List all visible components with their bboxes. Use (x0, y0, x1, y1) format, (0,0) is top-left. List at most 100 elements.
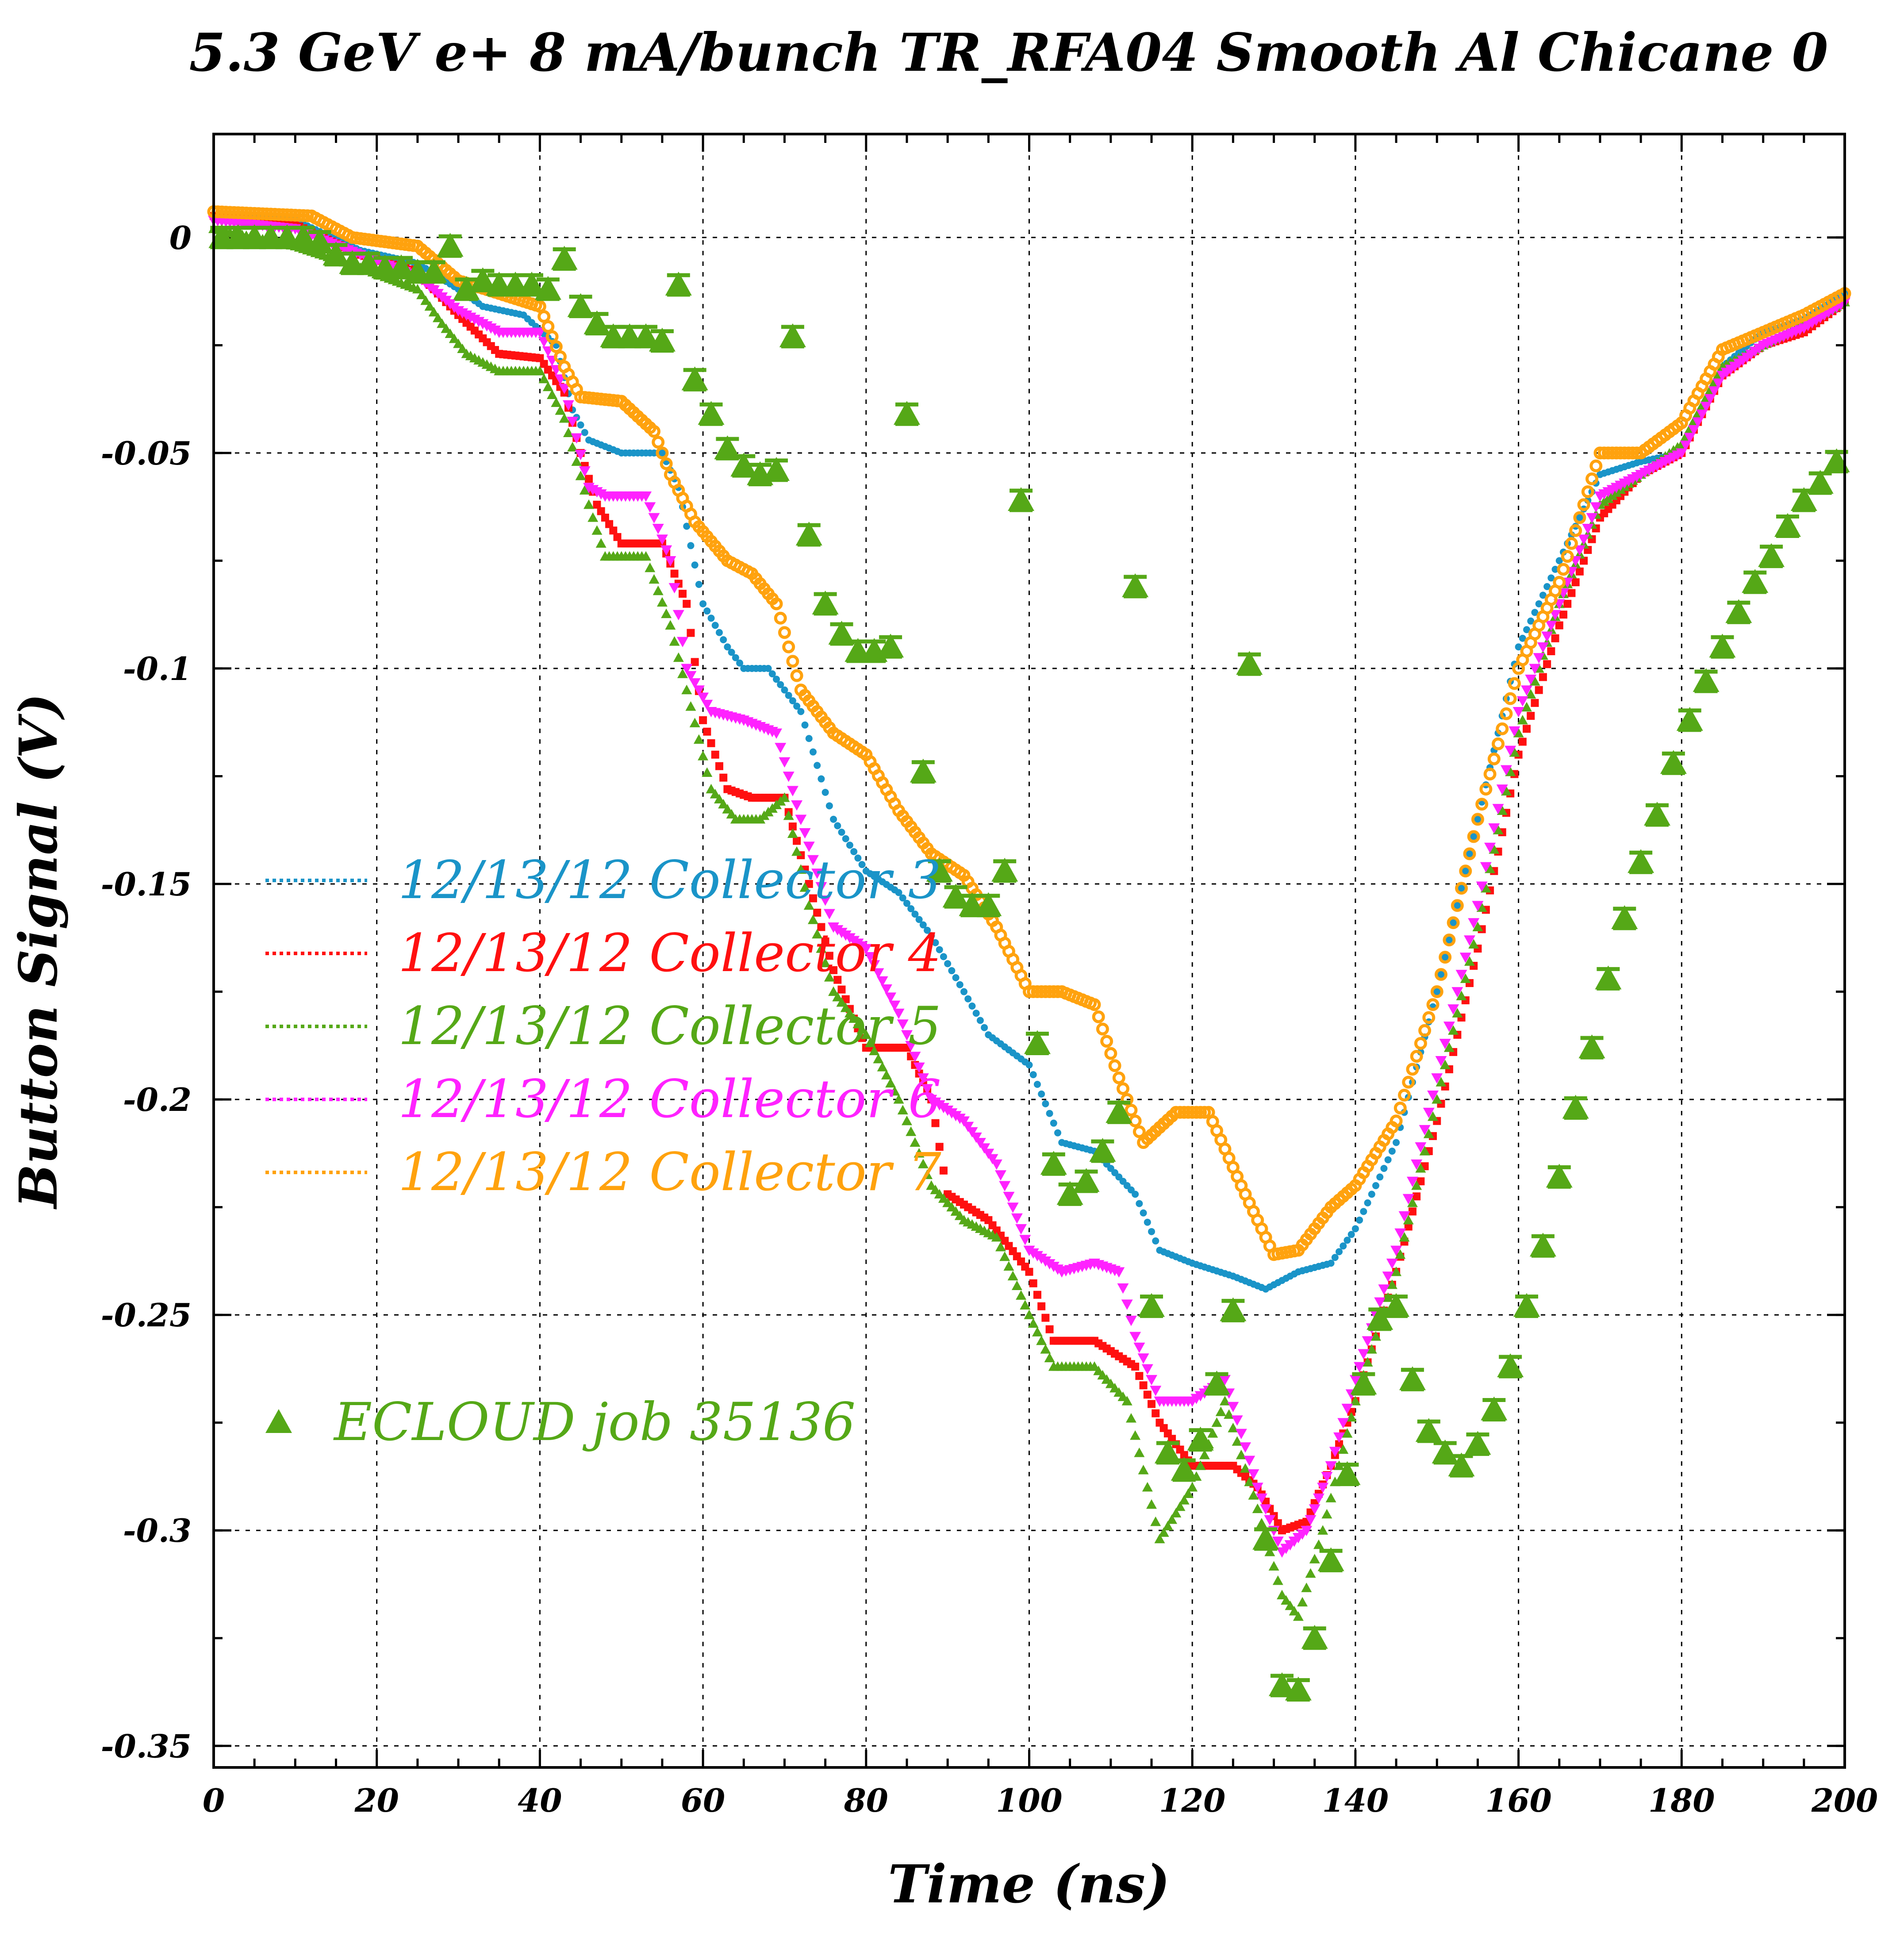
data-point (703, 607, 711, 615)
data-point (852, 1018, 864, 1029)
data-point (1415, 1418, 1442, 1442)
data-point (818, 775, 825, 783)
data-point (445, 328, 456, 338)
data-point (1411, 1159, 1423, 1170)
data-point (1340, 1242, 1347, 1250)
data-point (1386, 1279, 1397, 1289)
data-point (1464, 1431, 1491, 1455)
data-point (1422, 1011, 1436, 1024)
data-point (720, 636, 727, 643)
legend: 12/13/12 Collector 3 12/13/12 Collector 4… (265, 849, 941, 1452)
data-point (812, 929, 823, 939)
data-point (935, 1143, 944, 1151)
data-point (1130, 1430, 1141, 1440)
data-point (773, 676, 780, 683)
data-point (915, 916, 923, 923)
data-point (1054, 1129, 1062, 1137)
data-point (1132, 1125, 1146, 1138)
data-point (1317, 1483, 1329, 1493)
data-point (722, 804, 733, 814)
data-point (1576, 514, 1583, 521)
data-point (1125, 1315, 1137, 1326)
data-point (817, 923, 825, 931)
data-point (1367, 1306, 1393, 1330)
data-point (673, 652, 684, 662)
data-point (1406, 1176, 1418, 1187)
data-point (821, 789, 829, 796)
data-point (1383, 1293, 1410, 1317)
data-point (1390, 1245, 1402, 1256)
data-point (1219, 1395, 1230, 1406)
data-point (697, 692, 709, 703)
data-point (1011, 1280, 1022, 1290)
data-point (1255, 1493, 1267, 1504)
data-point (864, 952, 876, 963)
data-point (1380, 1164, 1388, 1172)
y-tick-label: 0 (169, 219, 192, 257)
data-point (805, 880, 813, 888)
data-point (1471, 813, 1484, 826)
legend-label: ECLOUD job 35136 (333, 1391, 856, 1452)
plot-series (207, 205, 1851, 1702)
data-point (814, 762, 821, 769)
data-point (1175, 1501, 1186, 1511)
data-point (441, 323, 452, 333)
data-point (1329, 1447, 1341, 1457)
data-point (1015, 1224, 1027, 1235)
data-point (1709, 634, 1736, 658)
data-point (1551, 565, 1559, 573)
data-point (681, 366, 708, 391)
data-point (711, 622, 719, 629)
data-point (1432, 1094, 1443, 1104)
data-point (1684, 433, 1696, 443)
data-point (542, 381, 553, 392)
y-tick-label: -0.35 (101, 1727, 192, 1765)
data-point (1338, 1444, 1349, 1454)
data-point (1150, 1386, 1162, 1396)
data-point (1475, 798, 1489, 811)
data-point (322, 241, 349, 265)
data-point (698, 401, 725, 425)
data-point (693, 734, 704, 744)
data-point (559, 413, 570, 423)
data-point (687, 629, 695, 637)
data-point (265, 1409, 292, 1433)
data-point (1337, 1418, 1349, 1429)
data-point (1376, 1173, 1384, 1181)
data-point (1041, 1314, 1050, 1322)
data-point (1509, 747, 1520, 757)
data-point (1479, 783, 1493, 796)
data-point (1518, 738, 1527, 746)
data-point (1350, 1371, 1377, 1395)
y-tick-label: -0.3 (123, 1512, 192, 1549)
data-point (648, 513, 660, 523)
data-point (1496, 784, 1508, 795)
data-point (1366, 1344, 1377, 1354)
data-point (1505, 745, 1516, 757)
data-point (605, 520, 614, 528)
data-point (457, 343, 468, 353)
data-point (1248, 1469, 1259, 1480)
x-tick-label: 180 (1648, 1782, 1715, 1819)
data-point (1537, 642, 1549, 653)
data-point (1559, 611, 1567, 619)
data-point (1758, 543, 1785, 567)
data-point (876, 976, 888, 987)
data-point (1178, 1495, 1190, 1505)
data-point (1121, 1299, 1133, 1310)
data-point (575, 470, 586, 480)
data-point (1236, 1449, 1247, 1460)
data-point (781, 686, 788, 694)
data-point (1455, 882, 1468, 895)
data-point (437, 233, 464, 257)
data-point (764, 665, 772, 672)
data-point (1468, 918, 1480, 929)
data-point (823, 909, 835, 919)
data-point (1423, 1107, 1435, 1118)
data-point (677, 668, 688, 678)
data-point (1402, 1076, 1415, 1089)
data-point (911, 910, 919, 918)
data-point (587, 512, 599, 522)
data-point (987, 1154, 998, 1165)
data-point (846, 841, 853, 849)
